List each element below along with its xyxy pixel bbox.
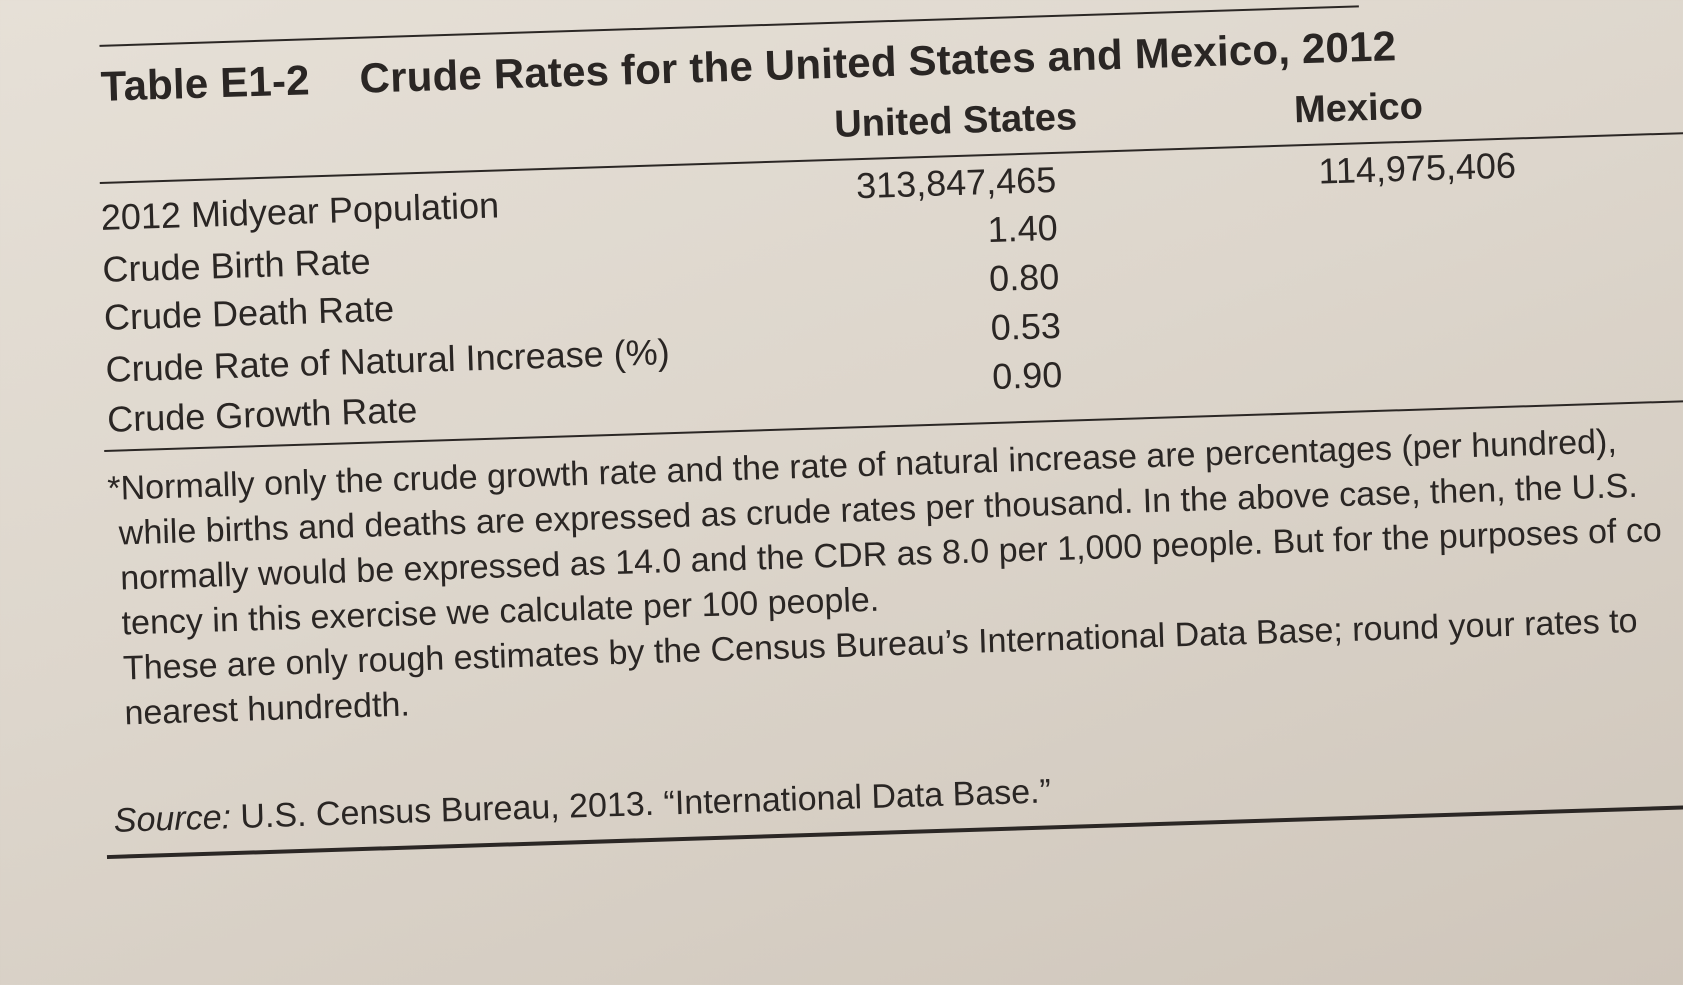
cell-us-death-rate: 0.80 — [988, 255, 1060, 300]
row-label-crude-death-rate: Crude Death Rate — [103, 287, 395, 338]
cell-us-birth-rate: 1.40 — [986, 206, 1059, 251]
row-label-crude-birth-rate: Crude Birth Rate — [101, 240, 372, 290]
row-label-midyear-population: 2012 Midyear Population — [100, 184, 500, 238]
cell-us-population: 313,847,465 — [855, 158, 1057, 207]
cell-us-natural-increase: 0.53 — [990, 304, 1062, 349]
column-header-united-states: United States — [833, 96, 1078, 146]
source-text: U.S. Census Bureau, 2013. “International… — [239, 772, 1052, 836]
source-label: Source: — [113, 798, 232, 840]
table-label: Table E1-2 — [100, 56, 311, 110]
cell-mexico-population: 114,975,406 — [1317, 144, 1517, 192]
column-header-mexico: Mexico — [1293, 85, 1424, 132]
row-label-crude-growth-rate: Crude Growth Rate — [106, 389, 418, 440]
table-footnote: *Normally only the crude growth rate and… — [107, 417, 1683, 737]
row-label-natural-increase: Crude Rate of Natural Increase (%) — [105, 331, 671, 390]
table-title-text: Crude Rates for the United States and Me… — [358, 22, 1397, 102]
table-title: Table E1-2 Crude Rates for the United Sta… — [100, 22, 1397, 111]
cell-us-growth-rate: 0.90 — [991, 353, 1063, 398]
